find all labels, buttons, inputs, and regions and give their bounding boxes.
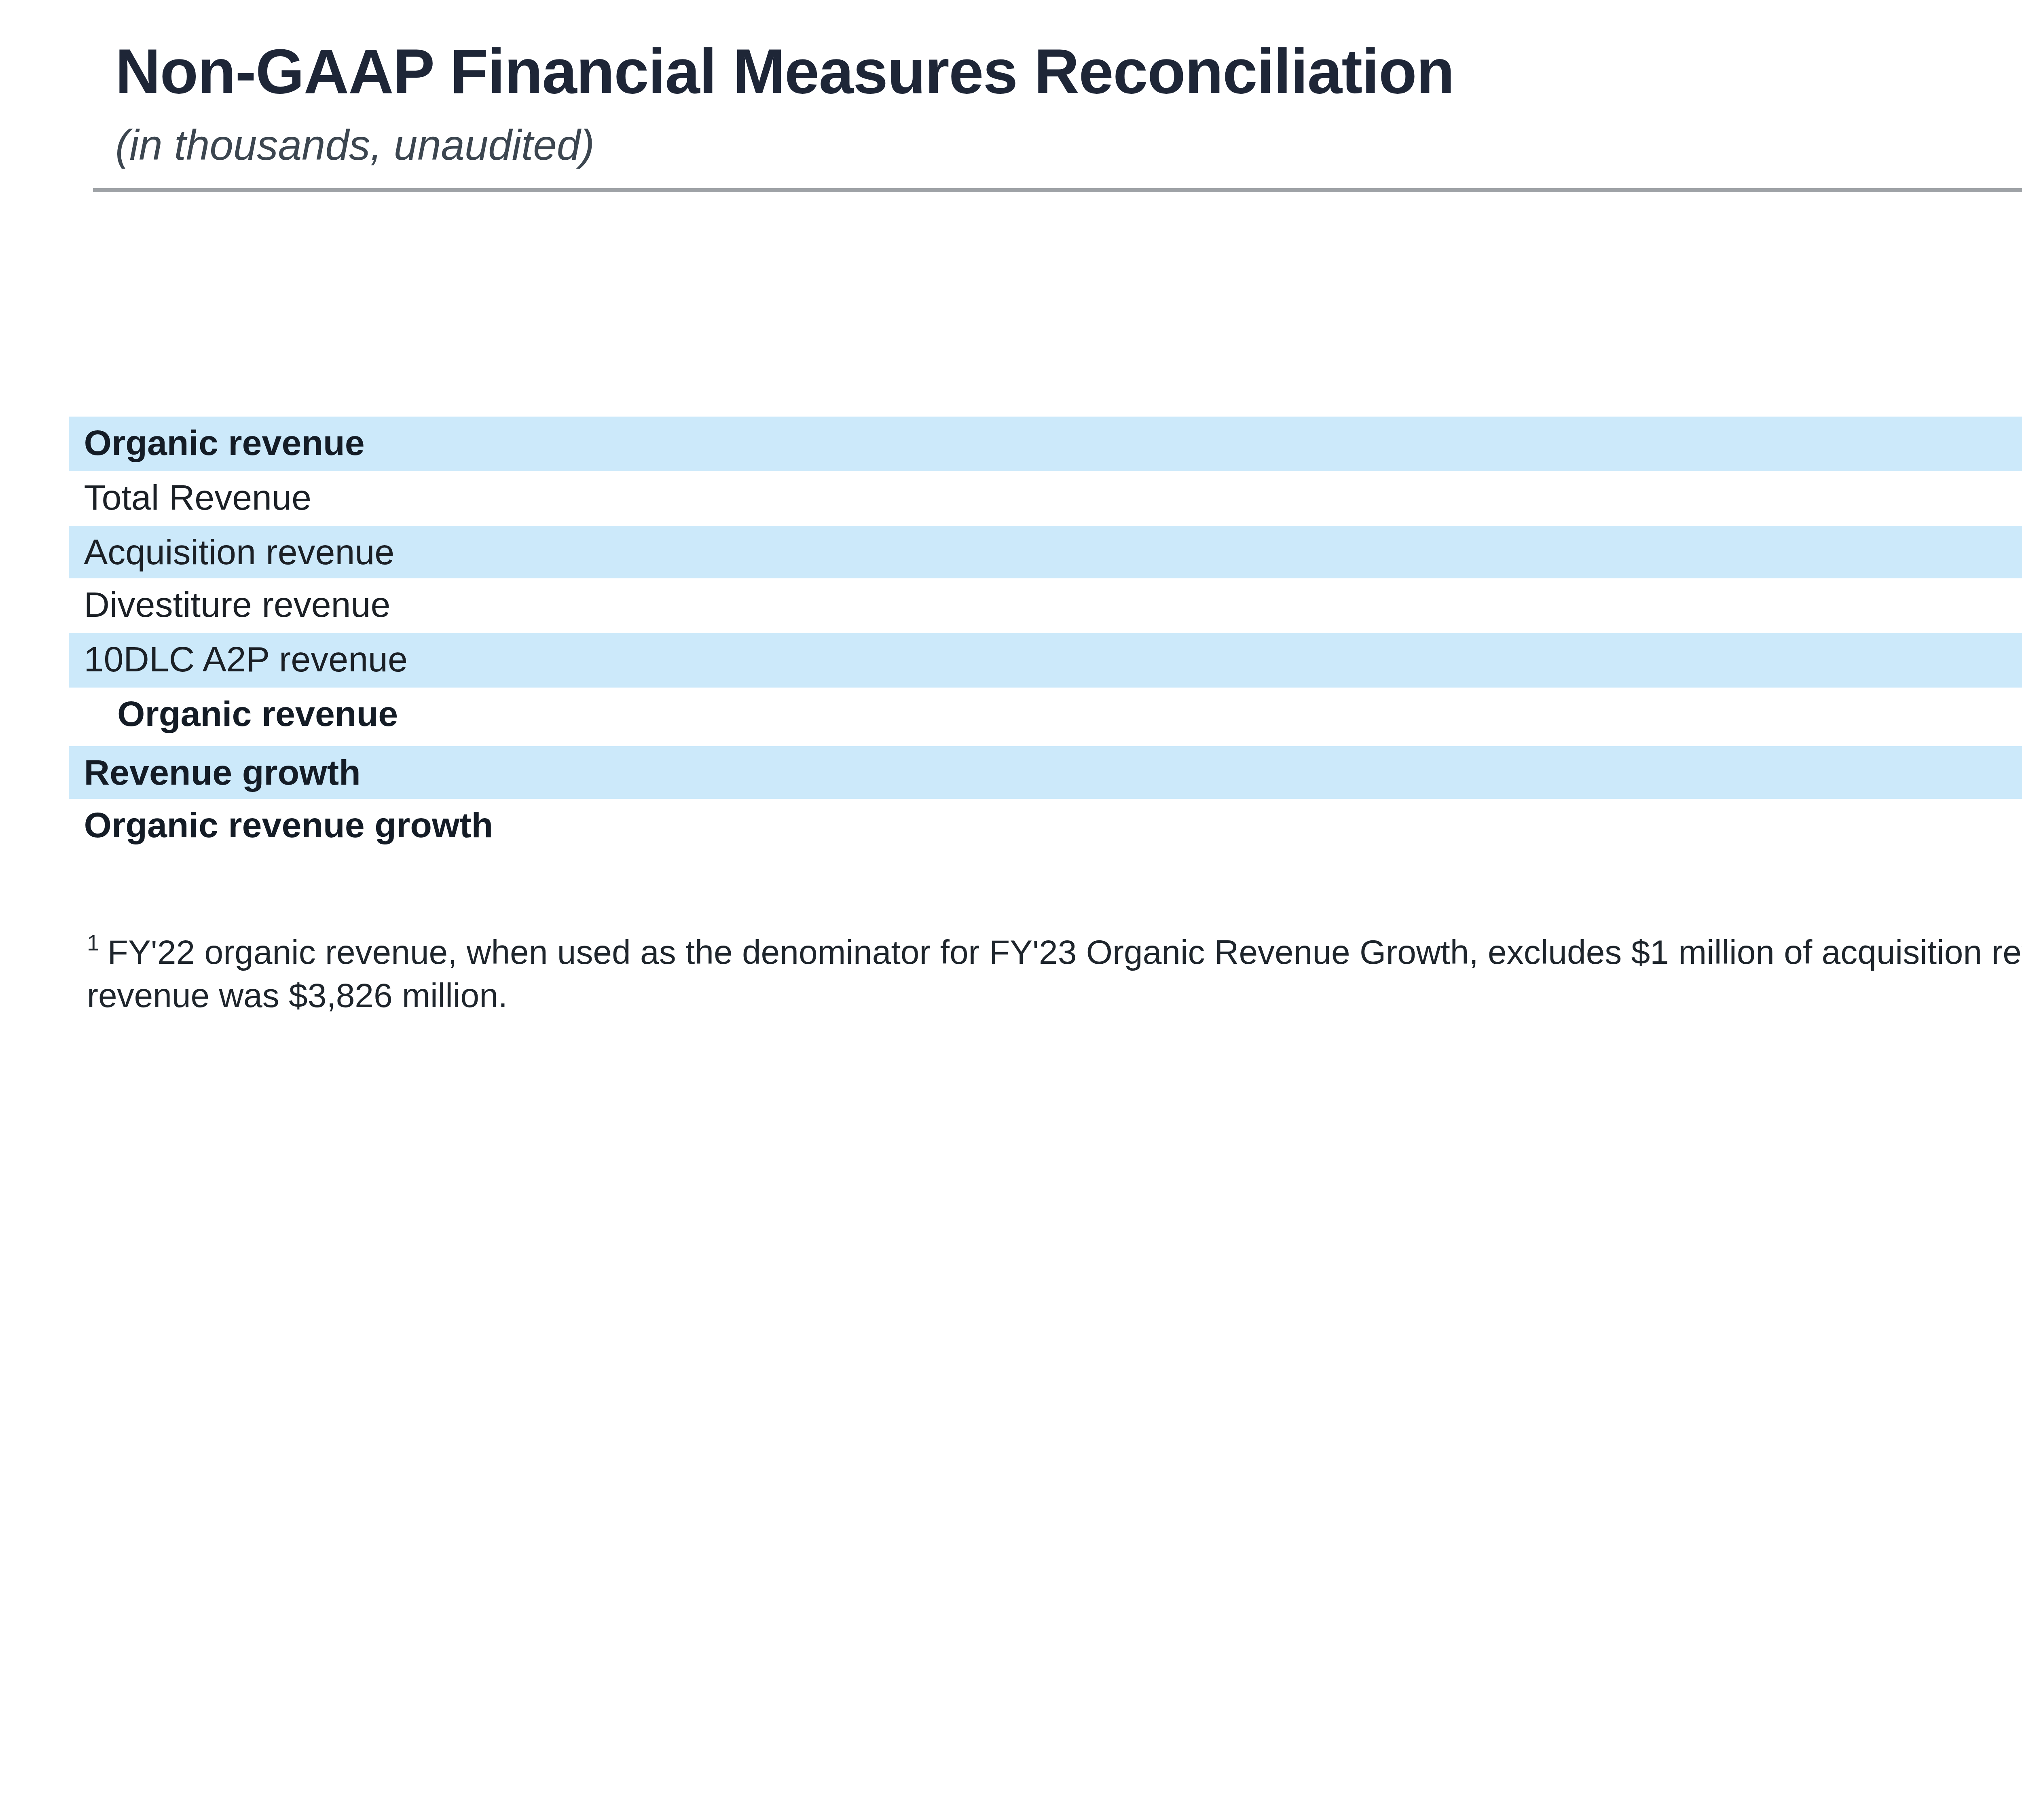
row-label: Organic revenue growth (69, 800, 2022, 854)
row-label: Organic revenue (69, 417, 2022, 471)
row-label: 10DLC A2P revenue (69, 633, 2022, 688)
row-label: Acquisition revenue (69, 525, 2022, 579)
table-row-organic-revenue-growth: Organic revenue growth 10%1 (69, 800, 2022, 854)
slide-canvas: Non-GAAP Financial Measures Reconciliati… (0, 0, 2022, 1820)
row-label: Revenue growth (69, 745, 2022, 800)
table-row-organic-revenue-section: Organic revenue (69, 417, 2022, 471)
table-row-divestiture-revenue: Divestiture revenue (6,142) (69, 579, 2022, 633)
table-row-total-revenue: Total Revenue $4,153,945 (69, 471, 2022, 525)
table-row-revenue-growth: Revenue growth 9 % (69, 745, 2022, 800)
table-row-acquisition-revenue: Acquisition revenue (2,088) (69, 525, 2022, 579)
table-row-10dlc-a2p-revenue: 10DLC A2P revenue — (69, 633, 2022, 688)
row-label: Total Revenue (69, 471, 2022, 525)
row-label: Divestiture revenue (69, 579, 2022, 633)
title-divider (93, 188, 2022, 192)
table-row-organic-revenue-total: Organic revenue $4,145,715 (69, 688, 2022, 742)
footnote-line1: FY'22 organic revenue, when used as the … (108, 933, 2022, 972)
footnote-line2: revenue was $3,826 million. (87, 977, 508, 1015)
row-label: Organic revenue (69, 688, 2022, 742)
footnote: 1 FY'22 organic revenue, when used as the… (87, 922, 2022, 1018)
footnote-marker: 1 (87, 930, 99, 954)
page-subtitle: (in thousands, unaudited) (115, 119, 594, 170)
page-title: Non-GAAP Financial Measures Reconciliati… (115, 34, 1454, 109)
